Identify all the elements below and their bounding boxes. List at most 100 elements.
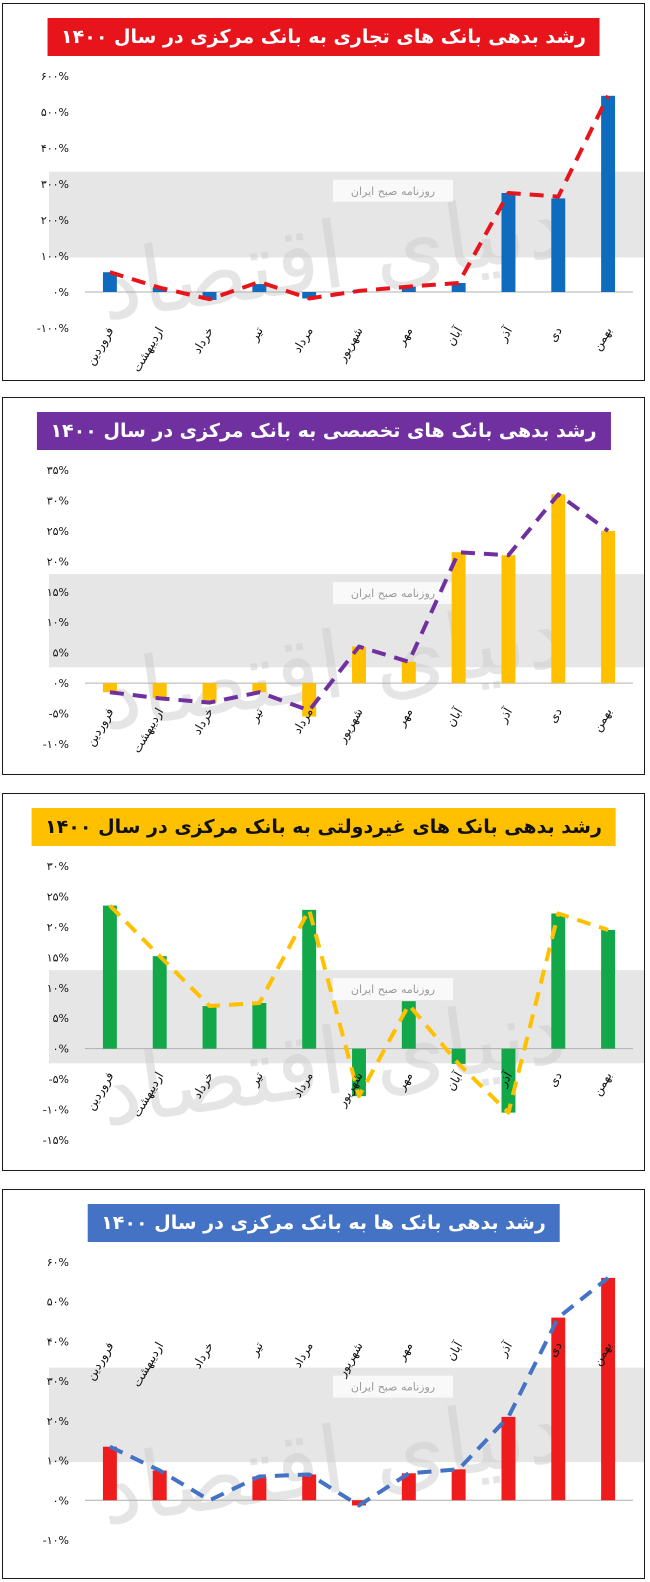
x-tick-label: مرداد [290,1340,317,1371]
y-tick-label: ۱۰۰% [41,250,69,263]
bar [302,292,317,299]
bar [601,530,616,684]
y-tick-label: ۶۰% [47,1256,69,1269]
y-tick-label: ۳۰% [47,1375,69,1388]
bar [152,956,167,1049]
y-tick-label: ۴۰۰% [41,142,69,155]
y-tick-label: ۶۰۰% [41,70,69,83]
y-tick-label: ۱۵% [47,951,69,964]
x-tick-label: آذر [494,704,516,726]
y-tick-label: ۲۵% [47,525,69,538]
bar [302,1474,317,1501]
chart-title: رشد بدهی بانک ها به بانک مرکزی در سال ۱۴… [87,1204,560,1242]
bar [202,292,217,300]
y-tick-label: -۱۵% [43,1134,69,1147]
series-line [109,94,610,302]
x-tick-label: دی [545,1070,564,1090]
bar [152,683,167,699]
bar [551,913,566,1049]
chart-title: رشد بدهی بانک های غیردولتی به بانک مرکزی… [31,808,616,846]
y-tick-label: -۱۰% [43,1534,69,1547]
y-tick-label: ۱۵% [47,586,69,599]
bar [451,283,466,292]
chart-panel-specialized-banks: رشد بدهی بانک های تخصصی به بانک مرکزی در… [2,397,645,775]
watermark-source-box [333,1375,453,1398]
y-tick-label: ۳۰% [47,494,69,507]
bar [352,1048,366,1097]
watermark-source: روزنامه صبح ایران [351,983,435,996]
y-tick-label: ۲۰% [47,1415,69,1428]
bar [551,494,566,684]
bar [102,1446,117,1501]
x-tick-label: دی [545,706,564,726]
bar [401,661,416,684]
bar [202,683,217,703]
y-tick-label: ۲۰% [47,921,69,934]
bar [451,552,466,684]
bar [102,272,117,292]
x-tick-label: بهمن [590,325,615,354]
bar [601,1277,616,1501]
watermark-source-box [333,582,453,605]
x-tick-label: مهر [393,325,416,349]
y-tick-label: ۵% [53,647,69,660]
watermark-source-box [333,179,453,202]
bar [601,929,616,1049]
y-tick-label: ۳۰% [47,860,69,873]
x-tick-label: آبان [443,704,466,729]
bar [501,555,516,684]
x-tick-label: دی [545,1340,564,1360]
y-tick-label: ۱۰% [47,982,69,995]
watermark-source: روزنامه صبح ایران [351,185,435,198]
x-tick-label: مهر [393,1340,416,1364]
y-tick-label: ۲۵% [47,890,69,903]
x-tick-label: تیر [247,325,267,345]
chart-title: رشد بدهی بانک های تجاری به بانک مرکزی در… [47,18,600,56]
bar [302,909,317,1049]
x-tick-label: شهریور [334,325,366,366]
chart-panel-private-banks: رشد بدهی بانک های غیردولتی به بانک مرکزی… [2,793,645,1171]
bar [252,683,267,693]
bar [152,287,167,292]
bar [451,1469,466,1501]
y-tick-label: ۳۰۰% [41,178,69,191]
bar [501,1048,516,1113]
y-tick-label: ۱۰% [47,616,69,629]
y-tick-label: -۱۰۰% [37,322,69,335]
y-tick-label: ۱۰% [47,1455,69,1468]
bar [252,284,267,292]
chart-panel-all-banks: رشد بدهی بانک ها به بانک مرکزی در سال ۱۴… [2,1189,645,1579]
series-line [109,492,610,713]
y-tick-label: ۴۰% [47,1335,69,1348]
y-tick-label: ۲۰% [47,555,69,568]
y-tick-label: ۰% [53,1043,69,1056]
bar [202,1006,217,1049]
y-tick-label: ۵% [53,1012,69,1025]
x-tick-label: بهمن [590,1070,615,1099]
bar [102,683,117,693]
x-tick-label: فروردین [84,325,118,369]
y-tick-label: ۰% [53,286,69,299]
x-tick-label: آذر [494,323,516,345]
x-tick-label: تیر [247,1340,267,1360]
x-tick-label: خرداد [190,1340,217,1372]
bar [601,95,616,292]
x-tick-label: مرداد [290,325,317,356]
bar [401,1473,416,1501]
bar [252,1476,267,1501]
bar [501,193,516,292]
chart-title: رشد بدهی بانک های تخصصی به بانک مرکزی در… [36,412,611,450]
bar [252,1003,267,1049]
bar [451,1048,466,1064]
y-tick-label: ۰% [53,1494,69,1507]
bar [102,905,117,1049]
series-line [108,904,609,1115]
bar [551,198,566,292]
x-tick-label: آبان [443,1338,466,1363]
x-tick-label: آذر [494,1338,516,1360]
chart-panel-commercial-banks: رشد بدهی بانک های تجاری به بانک مرکزی در… [2,3,645,381]
